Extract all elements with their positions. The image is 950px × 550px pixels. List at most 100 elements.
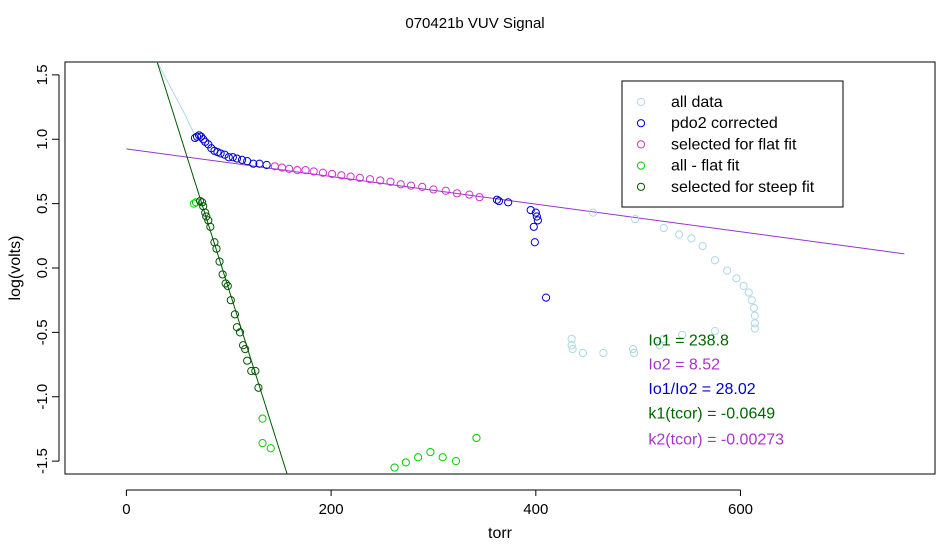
data-point [530, 238, 539, 247]
data-point [426, 448, 435, 457]
legend-marker [636, 97, 646, 107]
data-point [285, 164, 294, 173]
data-point [599, 348, 608, 358]
x-tick-label: 600 [728, 501, 753, 518]
data-point [429, 185, 438, 194]
x-axis-label: torr [488, 525, 513, 542]
data-point [243, 356, 252, 365]
data-point [465, 190, 474, 199]
data-point [452, 189, 462, 198]
data-point [659, 223, 668, 233]
data-point [750, 319, 759, 328]
data-point [301, 166, 310, 175]
legend-label: selected for steep fit [671, 179, 815, 196]
data-point [235, 328, 245, 337]
data-point [318, 168, 328, 177]
data-point [475, 193, 484, 202]
legend-label: pdo2 corrected [671, 115, 778, 132]
data-point [206, 222, 215, 231]
y-tick-label: -0.5 [34, 319, 51, 345]
data-point [744, 288, 753, 297]
y-tick-label: -1.5 [34, 448, 51, 474]
data-point [678, 330, 687, 340]
legend-marker [636, 119, 646, 128]
legend-marker [636, 161, 646, 170]
data-point [262, 160, 271, 170]
data-point [365, 175, 375, 184]
fit-annotation: k1(tcor) = -0.0649 [648, 406, 775, 423]
plot-marks [126, 61, 905, 475]
data-point [747, 296, 756, 305]
data-point [567, 334, 576, 343]
data-point [198, 198, 207, 207]
data-point [376, 176, 385, 185]
axes: 0 200 400 600 -1.5 -1.0 -0.5 0.0 0.5 1.0 1.5 [34, 64, 753, 518]
data-point [723, 266, 732, 275]
data-point [533, 216, 542, 225]
legend-label: all - flat fit [671, 158, 740, 175]
data-point [197, 132, 206, 141]
data-point [541, 293, 551, 302]
fit-curve [156, 61, 199, 140]
data-point [441, 186, 450, 195]
y-tick-label: -1.0 [34, 384, 51, 410]
data-point [238, 341, 248, 350]
data-point [258, 439, 267, 448]
data-point [218, 270, 227, 279]
y-tick-label: 1.0 [34, 129, 51, 150]
data-point [337, 171, 346, 180]
y-tick-label: 0.5 [34, 193, 51, 214]
data-point [414, 453, 423, 462]
data-point [293, 166, 302, 175]
data-point [223, 281, 232, 291]
data-point [190, 133, 200, 143]
fit-annotation: Io1/Io2 = 28.02 [648, 381, 755, 398]
chart-title: 070421b VUV Signal [405, 15, 544, 32]
legend-marker [636, 182, 646, 191]
data-point [201, 208, 210, 217]
data-point [655, 341, 664, 350]
data-point [396, 180, 405, 189]
data-point [226, 296, 235, 305]
x-tick-label: 400 [523, 501, 548, 518]
data-point [220, 150, 229, 159]
data-point [199, 135, 208, 144]
data-point [406, 181, 416, 190]
data-point [526, 205, 535, 215]
data-point [532, 212, 541, 221]
data-point [631, 214, 640, 224]
data-point [418, 182, 427, 191]
legend-box [621, 80, 844, 208]
data-point [224, 153, 233, 162]
data-point [568, 345, 577, 354]
data-point [504, 198, 513, 207]
data-point [531, 208, 540, 217]
legend: all data pdo2 corrected selected for flat … [621, 80, 844, 208]
legend-label: all data [671, 94, 723, 111]
data-point [346, 172, 355, 181]
data-point [212, 244, 221, 253]
data-point [230, 310, 240, 319]
y-tick-label: 1.5 [34, 64, 51, 85]
fit-annotations: Io1 = 238.8 Io2 = 8.52 Io1/Io2 = 28.02 k1(t… [648, 332, 784, 448]
y-axis-label: log(volts) [7, 236, 24, 301]
x-tick-label: 200 [319, 501, 344, 518]
data-point [732, 274, 741, 283]
data-point [750, 324, 759, 333]
data-point [221, 279, 230, 288]
data-point [216, 149, 225, 158]
data-point [659, 334, 668, 343]
data-point [241, 345, 250, 354]
data-point [710, 326, 720, 336]
data-point [529, 222, 538, 231]
data-point [251, 366, 260, 376]
fit-line [156, 61, 288, 475]
data-point [494, 196, 504, 206]
data-point [629, 348, 639, 358]
data-point [628, 345, 638, 354]
data-point [328, 169, 337, 179]
plot-area-frame [64, 61, 936, 475]
data-point [578, 348, 588, 358]
data-point [355, 173, 364, 182]
